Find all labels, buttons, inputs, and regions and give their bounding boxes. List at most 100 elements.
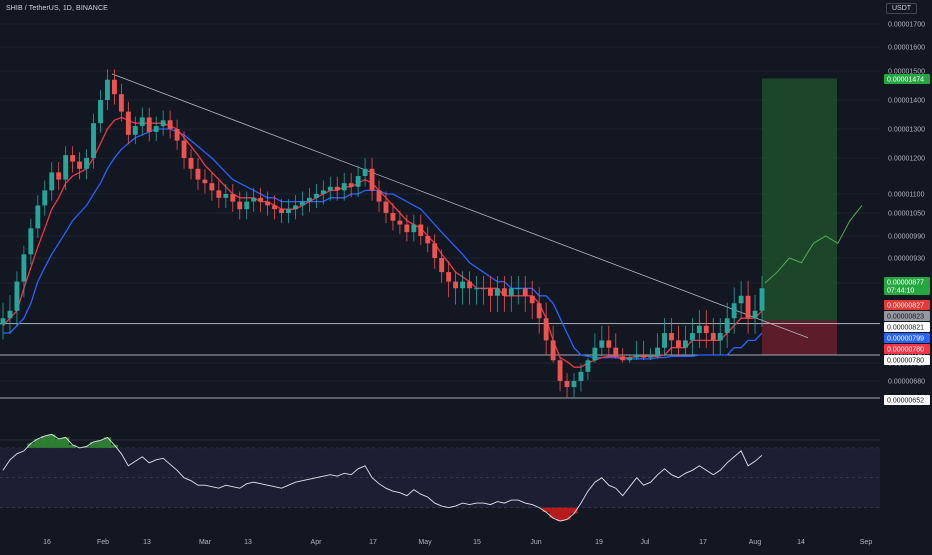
candle-body [689,333,695,341]
candle-body [627,357,633,361]
price-label-text: 0.00000652 [887,398,924,405]
time-tick-label: 13 [244,539,252,546]
price-tick-label: 0.00001300 [888,127,925,134]
price-tick-label: 0.00001050 [888,211,925,218]
candle-body [146,117,152,132]
price-tick-label: 0.00001500 [888,69,925,76]
time-tick-label: 13 [143,539,151,546]
rsi-line [2,433,763,522]
candle-body [383,201,389,213]
candle-body [564,381,570,388]
candle-body [655,347,660,357]
currency-button[interactable]: USDT [886,3,918,14]
candle-body [453,281,459,289]
candle-body [188,158,194,169]
candle-body [272,205,278,210]
candle-body [696,325,702,334]
price-label-tag [884,344,930,354]
candle-body [501,288,507,296]
candle-body [515,288,521,290]
candle-body [662,333,667,348]
candle-body [195,168,201,180]
candle-body [153,126,159,132]
trendline-line [111,73,809,339]
moving-averages [2,116,763,368]
price-tick-label: 0.00000930 [888,256,925,263]
candle-body [446,272,452,282]
price-tick-label: 0.00001700 [888,22,925,29]
candle-body [467,281,472,289]
symbol-title: SHIB / TetherUS, 1D, BINANCE [6,5,108,12]
candle-body [634,355,640,358]
candle-body [84,158,89,169]
candle-body [306,197,312,202]
candle-body [341,183,347,191]
candle-body [132,126,138,135]
candle-body [606,340,612,348]
candle-body [710,333,716,341]
candle-body [91,123,96,158]
profit-zone [762,78,837,321]
candle-body [682,340,688,348]
price-tick-label: 0.00001600 [888,45,925,52]
candle-body [237,201,243,210]
candle-body [724,318,730,334]
time-tick-label: 19 [595,539,603,546]
candle-body [508,288,514,296]
candle-body [111,79,117,95]
time-axis: 16 Feb 13 Mar 13 Apr 17 May 15 Jun 19 Jul 17 Aug 14 Sep [43,539,872,546]
candle-body [355,176,361,187]
price-label-tag [884,395,930,405]
time-tick-label: Feb [97,539,109,546]
candle-body [620,356,626,361]
candle-body [230,194,236,202]
candle-body [717,333,723,341]
candle-body [244,201,250,210]
candle-body [543,318,549,341]
candle-body [299,201,305,206]
price-tick-label: 0.00001200 [888,156,925,163]
candle-body [425,236,431,244]
price-label-tag [884,311,930,321]
candle-body [369,168,375,191]
candle-body [216,190,222,198]
price-tick-label: 0.00000990 [888,234,925,241]
candle-body [550,340,556,361]
candle-body [125,111,131,135]
candle-body [265,201,271,206]
candle-body [77,161,83,169]
price-label-text: 0.00001474 [887,77,924,84]
candle-body [362,168,368,176]
candle-body [460,281,466,289]
time-tick-label: 17 [369,539,377,546]
candle-body [28,228,34,255]
price-label-text: 0.00000780 [887,347,924,354]
candle-body [7,310,13,319]
time-tick-label: 16 [43,539,51,546]
trendline [111,73,809,339]
candle-body [181,140,187,158]
candle-body [752,310,758,319]
candle-body [174,129,180,141]
candle-body [578,371,584,381]
price-label-tag [884,300,930,310]
candle-body [397,220,403,225]
candle-body [759,288,765,311]
price-label-tag [884,355,930,365]
price-label-tag [884,322,930,332]
candle-body [411,224,417,233]
candle-body [70,155,76,162]
candle-body [56,172,62,180]
candle-body [418,224,424,236]
candle-body [487,288,493,296]
ma-slow-line [3,128,763,360]
loss-zone [762,320,837,355]
candle-body [14,281,20,311]
horizontal-levels [0,323,880,399]
candle-body [731,303,737,319]
candle-body [258,197,264,202]
price-tick-label: 0.00001400 [888,98,925,105]
